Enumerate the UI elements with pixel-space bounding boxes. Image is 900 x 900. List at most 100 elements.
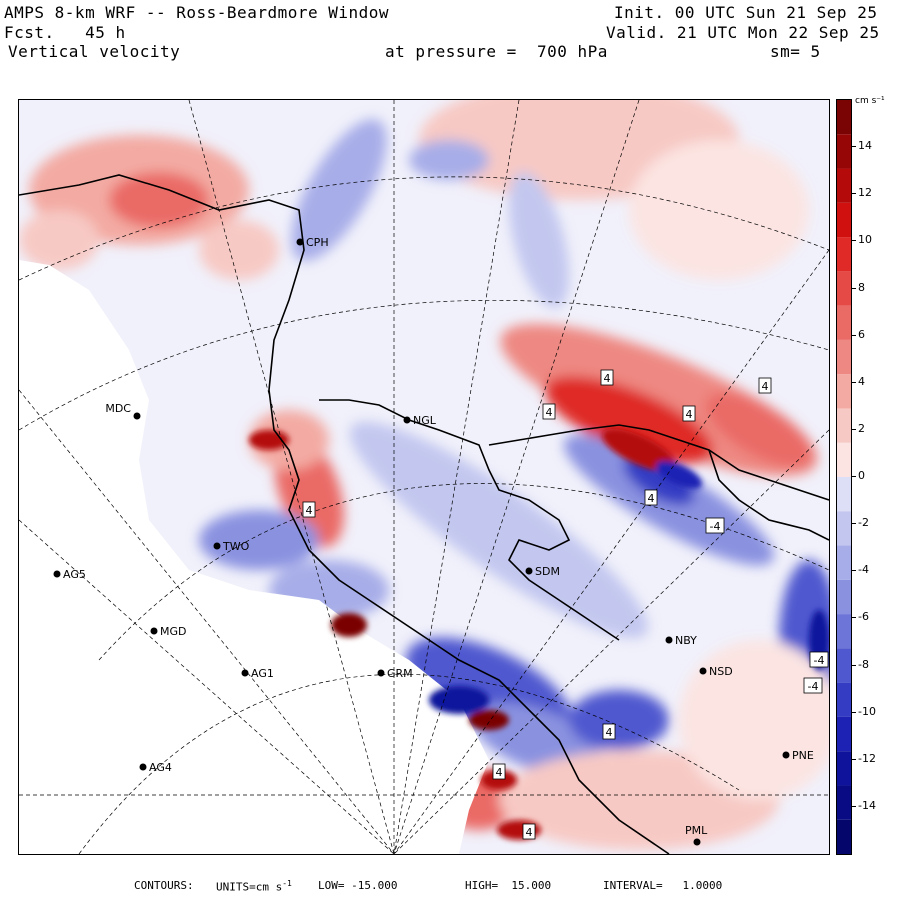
station-marker — [150, 627, 158, 635]
colorbar-tick-label: -14 — [858, 798, 876, 812]
stations: CPH MDC NGL TWO AG5 SDM MGD NBY AG1 GRM NSD AG4 PNE P… — [53, 236, 814, 846]
station-label: NSD — [709, 665, 733, 678]
valid-time: Valid. 21 UTC Mon 22 Sep 25 — [606, 23, 880, 42]
contour-label-box — [809, 651, 829, 668]
colorbar-segment — [837, 511, 851, 546]
contour-label-box — [602, 723, 616, 740]
colorbar-segment — [837, 339, 851, 375]
colorbar-segment — [837, 374, 851, 409]
station-marker — [296, 238, 304, 246]
contour-label-box — [803, 677, 823, 694]
footer-contours: CONTOURS: — [134, 879, 194, 892]
station-label: AG1 — [251, 667, 274, 680]
footer-units-exp: -1 — [282, 879, 292, 888]
contour-label: 4 — [306, 504, 313, 517]
colorbar-tick — [852, 664, 856, 666]
contour-label: 4 — [496, 766, 503, 779]
vertical-velocity-map: CPH MDC NGL TWO AG5 SDM MGD NBY AG1 GRM NSD AG4 PNE P… — [18, 99, 830, 855]
contour-labels: 4 4 4 4 4 4 -4 -4 -4 4 4 4 — [302, 369, 829, 840]
contour-label-box — [705, 517, 725, 534]
contour-label: 4 — [762, 380, 769, 393]
colorbar — [836, 99, 852, 855]
colorbar-tick — [852, 570, 856, 572]
footer-low: LOW= -15.000 — [318, 879, 398, 892]
pressure-level: at pressure = 700 hPa — [385, 42, 608, 61]
station-marker — [782, 751, 790, 759]
colorbar-segment — [837, 716, 851, 752]
colorbar-segment — [837, 168, 851, 203]
colorbar-tick-label: -10 — [858, 704, 876, 718]
contour-label: 4 — [606, 726, 613, 739]
forecast-hour: Fcst. 45 h — [4, 23, 126, 42]
colorbar-segment — [837, 579, 851, 615]
station-label: MGD — [160, 625, 187, 638]
footer-high: HIGH= 15.000 — [465, 879, 552, 892]
station-marker — [665, 636, 673, 644]
colorbar-segment — [837, 785, 851, 820]
colorbar-tick — [852, 193, 856, 195]
colorbar-tick — [852, 428, 856, 430]
init-time: Init. 00 UTC Sun 21 Sep 25 — [614, 3, 878, 22]
colorbar-tick-label: -12 — [858, 751, 876, 765]
contour-label: 4 — [648, 492, 655, 505]
colorbar-segment — [837, 819, 851, 854]
colorbar-segment — [837, 477, 851, 512]
footer-units: UNITS=cm s-1 — [216, 879, 292, 894]
colorbar-tick-label: 4 — [858, 374, 865, 388]
colorbar-tick — [852, 381, 856, 383]
colorbar-segment — [837, 305, 851, 340]
colorbar-segment — [837, 237, 851, 272]
colorbar-tick-label: 14 — [858, 139, 872, 153]
colorbar-segment — [837, 408, 851, 443]
contour-label: 4 — [604, 372, 611, 385]
colorbar-tick — [852, 617, 856, 619]
station-label: MDC — [105, 402, 131, 415]
colorbar-segment — [837, 442, 851, 477]
colorbar-segment — [837, 134, 851, 169]
station-label: PNE — [792, 749, 814, 762]
intense-cells — [249, 428, 829, 840]
station-label: PML — [685, 824, 708, 837]
colorbar-tick-label: 6 — [858, 327, 865, 341]
colorbar-tick-label: -6 — [858, 610, 869, 624]
field-name: Vertical velocity — [8, 42, 181, 61]
colorbar-tick — [852, 523, 856, 525]
station-marker — [213, 542, 221, 550]
station-marker — [525, 567, 533, 575]
colorbar-tick — [852, 334, 856, 336]
contour-label-box — [682, 405, 696, 422]
station-marker — [241, 669, 249, 677]
colorbar-units: cm s⁻¹ — [855, 96, 885, 106]
contour-label: -4 — [808, 680, 819, 693]
colorbar-canvas — [837, 100, 851, 854]
colorbar-tick — [852, 146, 856, 148]
colorbar-segment — [837, 648, 851, 683]
footer-interval: INTERVAL= 1.0000 — [603, 879, 723, 892]
colorbar-segment — [837, 751, 851, 786]
station-marker — [693, 838, 701, 846]
station-label: TWO — [222, 540, 250, 553]
colorbar-segment — [837, 545, 851, 580]
colorbar-tick — [852, 476, 856, 477]
colorbar-tick-label: 8 — [858, 280, 865, 294]
colorbar-segment — [837, 271, 851, 306]
colorbar-tick — [852, 758, 856, 760]
station-label: AG5 — [63, 568, 86, 581]
contour-label-box — [522, 823, 536, 840]
footer-units-text: UNITS=cm s — [216, 880, 283, 894]
station-label: NBY — [675, 634, 697, 647]
station-marker — [699, 667, 707, 675]
station-marker — [139, 763, 147, 771]
colorbar-tick-label: -8 — [858, 657, 869, 671]
map-title: AMPS 8-km WRF -- Ross-Beardmore Window — [4, 3, 390, 22]
contour-label: 4 — [686, 408, 693, 421]
colorbar-tick-label: 10 — [858, 233, 872, 247]
colorbar-segment — [837, 682, 851, 717]
contour-label-box — [644, 489, 658, 506]
coastline — [19, 174, 829, 854]
station-marker — [377, 669, 385, 677]
colorbar-tick — [852, 240, 856, 242]
contour-label-box — [492, 763, 506, 780]
colorbar-tick-label: 0 — [858, 469, 865, 482]
colorbar-tick — [852, 805, 856, 807]
